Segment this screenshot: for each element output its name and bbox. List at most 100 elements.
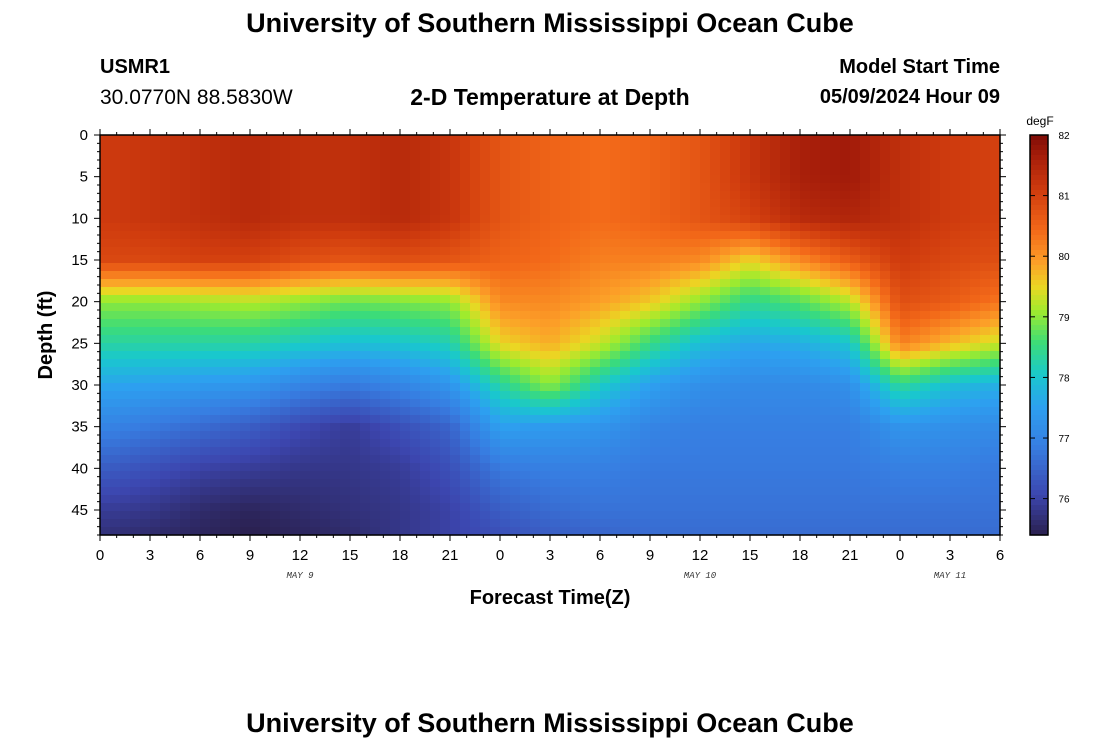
- heatmap-cell: [330, 287, 341, 296]
- heatmap-cell: [390, 271, 401, 280]
- heatmap-cell: [940, 223, 951, 232]
- heatmap-cell: [460, 287, 471, 296]
- heatmap-cell: [840, 359, 851, 368]
- heatmap-cell: [140, 351, 151, 360]
- heatmap-cell: [410, 335, 421, 344]
- heatmap-cell: [580, 215, 591, 224]
- heatmap-cell: [330, 343, 341, 352]
- heatmap-cell: [220, 239, 231, 248]
- heatmap-cell: [410, 439, 421, 448]
- heatmap-cell: [590, 455, 601, 464]
- heatmap-cell: [760, 159, 771, 168]
- heatmap-cell: [440, 159, 451, 168]
- heatmap-cell: [670, 215, 681, 224]
- heatmap-cell: [680, 151, 691, 160]
- heatmap-cell: [740, 279, 751, 288]
- heatmap-cell: [720, 511, 731, 520]
- heatmap-cell: [550, 439, 561, 448]
- heatmap-cell: [250, 479, 261, 488]
- heatmap-cell: [310, 279, 321, 288]
- heatmap-cell: [340, 303, 351, 312]
- heatmap-cell: [250, 471, 261, 480]
- heatmap-cell: [550, 151, 561, 160]
- heatmap-cell: [570, 135, 581, 144]
- heatmap-cell: [720, 167, 731, 176]
- heatmap-cell: [190, 503, 201, 512]
- heatmap-cell: [170, 527, 181, 536]
- heatmap-cell: [430, 295, 441, 304]
- heatmap-cell: [630, 479, 641, 488]
- heatmap-cell: [530, 391, 541, 400]
- heatmap-cell: [610, 271, 621, 280]
- heatmap-cell: [130, 399, 141, 408]
- heatmap-cell: [730, 271, 741, 280]
- heatmap-cell: [300, 511, 311, 520]
- heatmap-cell: [760, 199, 771, 208]
- heatmap-cell: [890, 519, 901, 528]
- heatmap-cell: [990, 287, 1001, 296]
- heatmap-cell: [600, 231, 611, 240]
- heatmap-cell: [360, 463, 371, 472]
- heatmap-cell: [440, 439, 451, 448]
- heatmap-cell: [100, 511, 111, 520]
- heatmap-cell: [740, 495, 751, 504]
- heatmap-cell: [290, 327, 301, 336]
- heatmap-cell: [630, 135, 641, 144]
- heatmap-cell: [140, 183, 151, 192]
- heatmap-cell: [740, 327, 751, 336]
- heatmap-cell: [160, 143, 171, 152]
- heatmap-cell: [190, 207, 201, 216]
- heatmap-cell: [130, 263, 141, 272]
- heatmap-cell: [730, 519, 741, 528]
- heatmap-cell: [680, 303, 691, 312]
- heatmap-cell: [870, 175, 881, 184]
- heatmap-cell: [810, 383, 821, 392]
- heatmap-cell: [900, 343, 911, 352]
- heatmap-cell: [420, 391, 431, 400]
- heatmap-cell: [590, 495, 601, 504]
- heatmap-cell: [150, 231, 161, 240]
- heatmap-cell: [140, 399, 151, 408]
- heatmap-cell: [940, 215, 951, 224]
- heatmap-cell: [770, 191, 781, 200]
- heatmap-cell: [900, 503, 911, 512]
- heatmap-cell: [620, 183, 631, 192]
- heatmap-cell: [220, 199, 231, 208]
- heatmap-cell: [670, 239, 681, 248]
- heatmap-cell: [490, 367, 501, 376]
- heatmap-cell: [490, 271, 501, 280]
- heatmap-cell: [650, 215, 661, 224]
- heatmap-cell: [710, 247, 721, 256]
- heatmap-cell: [970, 463, 981, 472]
- heatmap-cell: [290, 335, 301, 344]
- x-tick-label: 12: [692, 547, 709, 564]
- heatmap-cell: [170, 151, 181, 160]
- heatmap-cell: [260, 527, 271, 536]
- heatmap-cell: [280, 287, 291, 296]
- heatmap-cell: [490, 407, 501, 416]
- heatmap-cell: [890, 175, 901, 184]
- heatmap-cell: [890, 143, 901, 152]
- heatmap-cell: [930, 455, 941, 464]
- heatmap-cell: [240, 399, 251, 408]
- heatmap-cell: [350, 175, 361, 184]
- heatmap-cell: [590, 487, 601, 496]
- heatmap-cell: [150, 455, 161, 464]
- heatmap-cell: [320, 247, 331, 256]
- heatmap-cell: [680, 351, 691, 360]
- heatmap-cell: [520, 239, 531, 248]
- heatmap-cell: [960, 271, 971, 280]
- heatmap-cell: [140, 519, 151, 528]
- x-tick-label: 6: [996, 547, 1004, 564]
- heatmap-cell: [590, 231, 601, 240]
- heatmap-cell: [330, 151, 341, 160]
- heatmap-cell: [170, 343, 181, 352]
- heatmap-cell: [600, 463, 611, 472]
- heatmap-cell: [910, 511, 921, 520]
- heatmap-cell: [300, 247, 311, 256]
- heatmap-cell: [780, 399, 791, 408]
- heatmap-cell: [650, 431, 661, 440]
- heatmap-cell: [310, 215, 321, 224]
- heatmap-cell: [430, 223, 441, 232]
- heatmap-cell: [330, 263, 341, 272]
